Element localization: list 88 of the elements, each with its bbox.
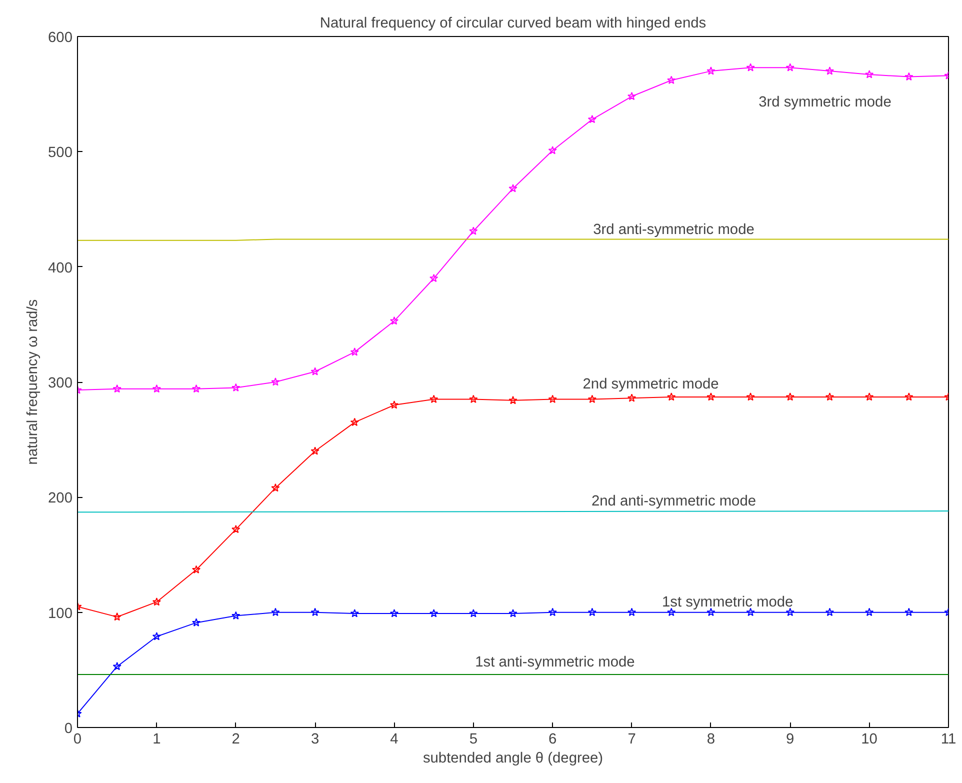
y-tick-label: 100 <box>48 606 73 622</box>
point <box>350 418 359 426</box>
point <box>548 608 557 616</box>
point <box>271 378 280 386</box>
point <box>865 608 874 616</box>
x-tick-label: 11 <box>940 732 956 748</box>
point <box>627 608 636 616</box>
point <box>350 348 359 356</box>
y-tick-label: 500 <box>48 145 73 162</box>
point <box>430 608 438 618</box>
point <box>390 608 399 618</box>
point <box>865 70 874 78</box>
point <box>548 146 557 154</box>
point <box>706 66 716 75</box>
point <box>350 608 359 618</box>
point <box>112 612 122 621</box>
point <box>469 226 478 235</box>
series-label: 1st symmetric mode <box>662 594 794 610</box>
point <box>588 608 596 616</box>
point <box>192 618 201 626</box>
point <box>152 597 161 606</box>
point <box>786 608 794 616</box>
point <box>152 632 161 640</box>
point <box>508 608 518 618</box>
x-tick-label: 1 <box>152 732 161 748</box>
point <box>904 392 914 401</box>
point <box>310 608 320 616</box>
y-tick-label: 0 <box>64 721 73 737</box>
x-tick-label: 5 <box>469 732 478 748</box>
point <box>271 483 280 492</box>
point <box>271 608 280 616</box>
point <box>310 446 320 455</box>
point <box>667 608 676 616</box>
point <box>508 396 518 404</box>
series-label: 2nd symmetric mode <box>582 376 719 393</box>
point <box>786 63 794 72</box>
x-tick-label: 4 <box>390 732 398 748</box>
series-label: 3rd symmetric mode <box>758 94 892 111</box>
x-tick-label: 7 <box>628 732 636 748</box>
point <box>232 611 240 620</box>
point <box>667 392 676 401</box>
point <box>667 76 676 84</box>
x-tick-label: 8 <box>706 732 716 748</box>
point <box>865 392 874 401</box>
point <box>430 394 438 404</box>
point <box>469 394 478 404</box>
point <box>706 392 716 401</box>
point <box>152 384 161 393</box>
point <box>310 367 320 376</box>
point <box>746 392 755 401</box>
point <box>825 392 834 401</box>
x-tick-label: 2 <box>232 732 240 748</box>
point <box>508 184 518 192</box>
point <box>904 608 914 616</box>
x-axis-title: subtended angle θ (degree) <box>422 750 604 766</box>
point <box>627 92 636 100</box>
point <box>390 400 399 409</box>
point <box>588 114 596 124</box>
point <box>746 63 755 72</box>
point <box>627 394 636 402</box>
point <box>232 524 240 534</box>
point <box>112 384 122 393</box>
chart-title: Natural frequency of circular curved beam with hinged ends <box>320 16 706 32</box>
point <box>390 316 399 325</box>
point <box>192 565 201 574</box>
point <box>430 274 438 282</box>
y-tick-label: 300 <box>48 376 73 392</box>
y-axis-title: natural frequency ω rad/s <box>25 299 42 465</box>
x-tick-label: 10 <box>861 732 878 748</box>
point <box>469 608 478 618</box>
point <box>548 394 557 404</box>
series-label: 2nd anti-symmetric mode <box>591 493 756 510</box>
x-tick-label: 9 <box>786 732 794 748</box>
point <box>825 608 834 616</box>
point <box>192 384 201 393</box>
point <box>112 662 122 670</box>
y-tick-label: 400 <box>48 260 73 276</box>
point <box>786 392 794 401</box>
y-tick-label: 200 <box>48 490 73 507</box>
point <box>588 394 596 404</box>
point <box>232 383 240 392</box>
series-label: 3rd anti-symmetric mode <box>593 222 754 238</box>
y-tick-label: 600 <box>48 30 73 46</box>
point <box>825 66 834 75</box>
x-tick-label: 6 <box>548 732 557 748</box>
x-tick-label: 3 <box>310 732 320 748</box>
series-label: 1st anti-symmetric mode <box>475 654 635 671</box>
point <box>904 72 914 81</box>
